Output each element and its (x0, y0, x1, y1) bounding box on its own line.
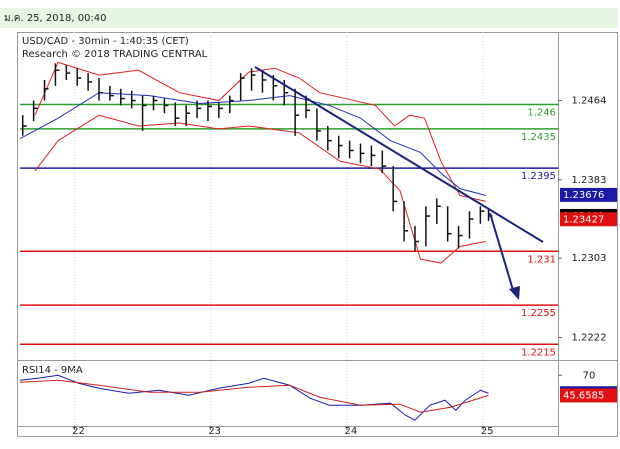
header-date: ม.ค. 25, 2018, 00:40 (4, 13, 107, 24)
arrow-head (509, 286, 520, 300)
y-tick-label: 1.2303 (572, 253, 607, 264)
price-tag-label: 1.23676 (563, 190, 604, 201)
trend-line (254, 66, 544, 243)
level-label: 1.2255 (521, 308, 556, 319)
series-line (34, 114, 486, 264)
frame (17, 32, 618, 437)
y-tick-label: 1.2222 (572, 332, 607, 343)
level-label: 1.2435 (521, 132, 556, 143)
x-tick-label: 25 (481, 426, 494, 437)
x-tick-label: 24 (345, 426, 358, 437)
price-tag (560, 212, 617, 227)
series-line (34, 61, 486, 202)
y-tick-label: 70 (583, 370, 596, 381)
y-tick-label: 1.2383 (572, 175, 607, 186)
level-label: 1.231 (527, 254, 556, 265)
x-tick-label: 22 (72, 426, 85, 437)
x-tick-label: 23 (208, 426, 221, 437)
price-tag-label: 45.6585 (563, 390, 604, 401)
series-line (20, 374, 489, 421)
level-label: 1.246 (527, 107, 556, 118)
header-bar (0, 8, 618, 28)
level-label: 1.2215 (521, 347, 556, 358)
series-line (20, 379, 489, 413)
price-tag (560, 388, 617, 403)
chart-subtitle: Research © 2018 TRADING CENTRAL (22, 49, 208, 60)
y-tick-label: 1.2464 (572, 96, 607, 107)
rsi-title: RSI14 - 9MA (22, 365, 83, 376)
chart-title: USD/CAD - 30min - 1:40:35 (CET) (22, 36, 189, 47)
forecast-arrow (489, 212, 514, 291)
price-tag (560, 187, 617, 202)
price-tag-label: 1.23427 (563, 214, 604, 225)
level-label: 1.2395 (521, 171, 556, 182)
